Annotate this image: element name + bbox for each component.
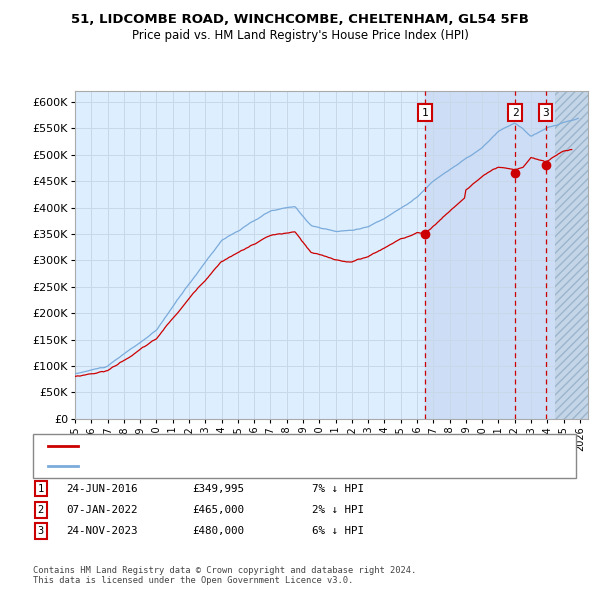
Text: £480,000: £480,000 [192,526,244,536]
Text: £349,995: £349,995 [192,484,244,493]
Bar [556,91,590,419]
Text: 2: 2 [38,505,44,514]
Text: Contains HM Land Registry data © Crown copyright and database right 2024.
This d: Contains HM Land Registry data © Crown c… [33,566,416,585]
Text: HPI: Average price, detached house, Tewkesbury: HPI: Average price, detached house, Tewk… [84,461,354,470]
Text: 3: 3 [542,108,549,118]
Text: Price paid vs. HM Land Registry's House Price Index (HPI): Price paid vs. HM Land Registry's House … [131,30,469,42]
Text: 51, LIDCOMBE ROAD, WINCHCOMBE, CHELTENHAM, GL54 5FB: 51, LIDCOMBE ROAD, WINCHCOMBE, CHELTENHA… [71,13,529,26]
Text: £465,000: £465,000 [192,505,244,514]
Text: 24-NOV-2023: 24-NOV-2023 [66,526,137,536]
Text: 1: 1 [421,108,428,118]
Text: 07-JAN-2022: 07-JAN-2022 [66,505,137,514]
Text: 6% ↓ HPI: 6% ↓ HPI [312,526,364,536]
Bar [425,91,588,419]
Text: 1: 1 [38,484,44,493]
Text: 7% ↓ HPI: 7% ↓ HPI [312,484,364,493]
Text: 24-JUN-2016: 24-JUN-2016 [66,484,137,493]
Text: 3: 3 [38,526,44,536]
Text: 51, LIDCOMBE ROAD, WINCHCOMBE, CHELTENHAM, GL54 5FB (detached house): 51, LIDCOMBE ROAD, WINCHCOMBE, CHELTENHA… [84,441,484,451]
Text: 2: 2 [512,108,518,118]
Text: 2% ↓ HPI: 2% ↓ HPI [312,505,364,514]
